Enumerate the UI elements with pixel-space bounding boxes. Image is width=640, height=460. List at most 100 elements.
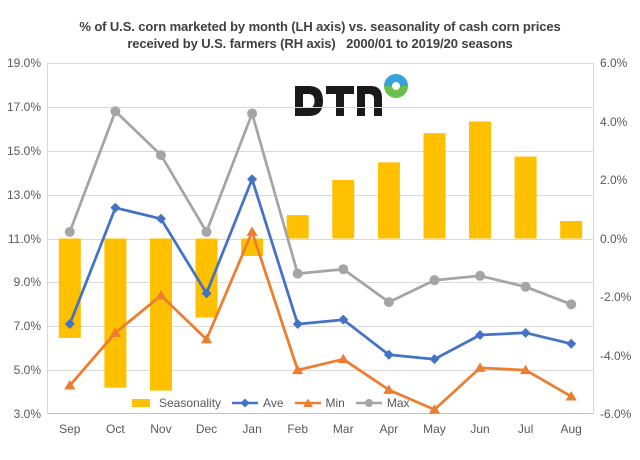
- marker-ave-Mar: [338, 314, 349, 325]
- marker-ave-Jun: [475, 330, 486, 341]
- legend-label-seasonality: Seasonality: [159, 396, 222, 410]
- chart-title: % of U.S. corn marketed by month (LH axi…: [0, 18, 640, 52]
- bar-Dec: [195, 238, 218, 318]
- right-axis-tick-0.0%: 0.0%: [600, 232, 628, 246]
- left-axis-tick-13.0%: 13.0%: [6, 188, 41, 202]
- line-max: [68, 109, 573, 306]
- marker-min-Feb: [292, 364, 304, 375]
- marker-ave-Nov: [155, 213, 166, 224]
- marker-min-Jan: [246, 226, 258, 236]
- right-axis-tick--2.0%: -2.0%: [600, 290, 632, 304]
- right-axis-tick--6.0%: -6.0%: [600, 407, 632, 421]
- marker-max-Mar: [338, 264, 349, 275]
- legend-swatch-ave: [232, 398, 259, 408]
- right-axis-tick-6.0%: 6.0%: [600, 56, 628, 70]
- marker-max-Jun: [475, 270, 486, 281]
- legend-item-ave: Ave: [232, 396, 284, 410]
- marker-ave-Dec: [201, 288, 212, 299]
- x-tick-Mar: Mar: [332, 422, 354, 436]
- left-axis-tick-11.0%: 11.0%: [7, 232, 41, 246]
- marker-max-Aug: [566, 299, 577, 310]
- legend-label-min: Min: [325, 396, 345, 410]
- marker-min-Dec: [200, 334, 213, 344]
- marker-ave-Oct: [110, 202, 121, 213]
- marker-ave-Feb: [292, 319, 303, 330]
- plot-area: [47, 63, 594, 414]
- left-axis-tick-7.0%: 7.0%: [13, 319, 41, 333]
- right-axis-tick-2.0%: 2.0%: [600, 173, 628, 187]
- legend: Seasonality Ave Min Max: [128, 395, 421, 411]
- marker-max-Sep: [64, 226, 75, 237]
- chart-title-line1: % of U.S. corn marketed by month (LH axi…: [79, 19, 561, 34]
- marker-min-Apr: [383, 384, 395, 394]
- x-tick-Aug: Aug: [560, 422, 582, 436]
- x-tick-Jul: Jul: [517, 422, 534, 436]
- dtn-logo-graphic: [295, 74, 408, 116]
- marker-min-Aug: [565, 391, 577, 401]
- bar-Nov: [150, 238, 172, 391]
- marker-max-Dec: [201, 226, 212, 237]
- x-tick-Nov: Nov: [150, 422, 172, 436]
- bar-Feb: [286, 215, 309, 239]
- left-axis-tick-9.0%: 9.0%: [13, 275, 41, 289]
- chart-title-line2: received by U.S. farmers (RH axis) 2000/…: [127, 36, 513, 51]
- plot-canvas: [47, 63, 594, 414]
- bar-Apr: [377, 162, 400, 239]
- legend-item-max: Max: [355, 396, 410, 410]
- marker-max-Jan: [247, 108, 258, 119]
- left-axis-tick-15.0%: 15.0%: [6, 144, 41, 158]
- marker-min-Oct: [109, 327, 121, 337]
- right-axis-tick-4.0%: 4.0%: [600, 115, 628, 129]
- marker-min-Sep: [64, 380, 76, 390]
- bar-Jun: [469, 121, 491, 239]
- bar-Jul: [514, 156, 537, 239]
- marker-max-Feb: [292, 268, 303, 279]
- marker-max-Nov: [155, 150, 166, 161]
- x-tick-Oct: Oct: [106, 422, 125, 436]
- marker-max-May: [429, 275, 440, 286]
- left-axis-tick-19.0%: 19.0%: [6, 56, 41, 70]
- bar-May: [423, 133, 446, 239]
- legend-label-ave: Ave: [263, 396, 284, 410]
- dtn-logo: [293, 73, 409, 119]
- marker-min-Nov: [155, 290, 167, 300]
- legend-swatch-min: [294, 398, 321, 407]
- x-tick-Feb: Feb: [287, 422, 309, 436]
- x-tick-Dec: Dec: [195, 422, 218, 436]
- marker-max-Oct: [110, 106, 121, 117]
- left-axis-tick-5.0%: 5.0%: [13, 363, 41, 377]
- dtn-logo-ring-bottom: [384, 85, 408, 98]
- x-tick-May: May: [423, 422, 446, 436]
- marker-ave-May: [429, 354, 440, 365]
- dtn-logo-letters: [295, 86, 382, 116]
- bar-Aug: [560, 221, 583, 239]
- marker-min-Mar: [337, 353, 349, 364]
- line-ave: [68, 177, 573, 361]
- marker-ave-Sep: [64, 319, 75, 330]
- legend-item-min: Min: [294, 396, 345, 410]
- bar-Mar: [332, 180, 355, 239]
- legend-label-max: Max: [386, 396, 410, 410]
- x-tick-Jun: Jun: [470, 422, 490, 436]
- line-min: [68, 230, 573, 411]
- left-axis-tick-3.0%: 3.0%: [13, 407, 41, 421]
- legend-item-seasonality: Seasonality: [128, 396, 221, 410]
- marker-ave-Jan: [247, 174, 258, 185]
- marker-ave-Aug: [566, 338, 577, 349]
- marker-min-Jun: [474, 362, 486, 372]
- marker-min-May: [428, 404, 441, 414]
- x-tick-Sep: Sep: [59, 422, 81, 436]
- marker-max-Jul: [520, 281, 531, 292]
- left-axis-tick-17.0%: 17.0%: [6, 100, 41, 114]
- dtn-logo-ring-top: [384, 74, 408, 87]
- x-tick-Jan: Jan: [242, 422, 262, 436]
- legend-swatch-seasonality: [132, 399, 150, 407]
- marker-max-Apr: [383, 297, 394, 308]
- marker-ave-Jul: [520, 327, 531, 338]
- bar-Oct: [104, 238, 127, 388]
- marker-min-Jul: [520, 364, 532, 375]
- x-axis: Sep Oct Nov Dec Jan Feb Mar Apr May Jun Jul Aug: [47, 422, 594, 436]
- marker-ave-Apr: [383, 349, 394, 360]
- right-axis-tick--4.0%: -4.0%: [600, 349, 632, 363]
